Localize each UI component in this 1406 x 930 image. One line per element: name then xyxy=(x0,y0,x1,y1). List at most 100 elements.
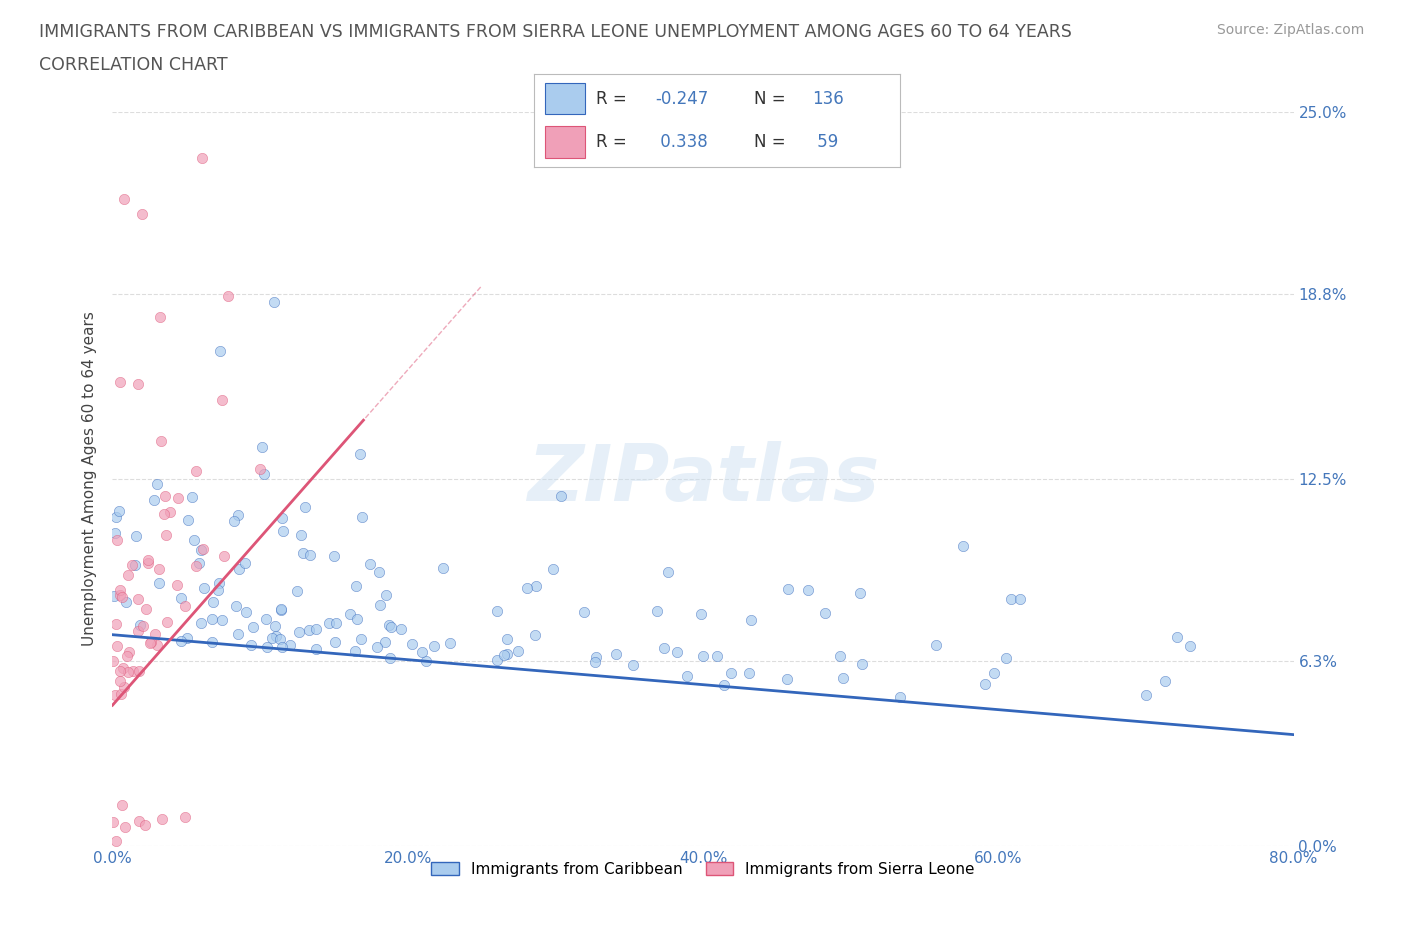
Point xyxy=(851,657,873,671)
Point xyxy=(191,151,214,166)
Point xyxy=(543,562,565,577)
Point xyxy=(423,639,446,654)
Point xyxy=(139,634,162,649)
Point xyxy=(830,648,852,663)
Point xyxy=(269,631,291,646)
Point xyxy=(665,644,688,659)
Point xyxy=(415,653,437,668)
Point xyxy=(305,642,328,657)
Text: IMMIGRANTS FROM CARIBBEAN VS IMMIGRANTS FROM SIERRA LEONE UNEMPLOYMENT AMONG AGE: IMMIGRANTS FROM CARIBBEAN VS IMMIGRANTS … xyxy=(39,23,1073,41)
Point xyxy=(187,555,209,570)
Point xyxy=(523,628,546,643)
Point xyxy=(367,565,389,580)
Point xyxy=(254,612,277,627)
Point xyxy=(264,619,287,634)
Point xyxy=(256,639,278,654)
Point xyxy=(115,649,138,664)
Point xyxy=(344,578,367,593)
Point xyxy=(125,528,148,543)
Point xyxy=(1010,591,1032,606)
Point xyxy=(184,463,207,478)
Point xyxy=(495,631,517,646)
Point xyxy=(264,629,287,644)
Point xyxy=(233,555,256,570)
Point xyxy=(174,809,197,824)
Point xyxy=(983,666,1005,681)
Point xyxy=(813,605,835,620)
Point xyxy=(110,673,132,688)
Point xyxy=(104,617,127,631)
Point xyxy=(150,811,173,826)
Point xyxy=(111,798,134,813)
Point xyxy=(128,664,150,679)
Y-axis label: Unemployment Among Ages 60 to 64 years: Unemployment Among Ages 60 to 64 years xyxy=(82,312,97,646)
Text: R =: R = xyxy=(596,133,633,152)
Text: N =: N = xyxy=(754,89,790,108)
Point xyxy=(105,639,128,654)
Point xyxy=(132,619,155,634)
Point xyxy=(127,377,149,392)
Point xyxy=(368,598,391,613)
Point xyxy=(136,555,159,570)
Point xyxy=(242,619,264,634)
Point xyxy=(202,595,225,610)
Point xyxy=(492,647,515,662)
Point xyxy=(240,638,263,653)
Point xyxy=(181,489,204,504)
Point xyxy=(200,612,222,627)
Point xyxy=(249,462,271,477)
Point xyxy=(228,562,250,577)
Point xyxy=(380,620,402,635)
Point xyxy=(211,612,233,627)
Point xyxy=(128,813,150,828)
Point xyxy=(149,309,172,324)
Point xyxy=(323,634,346,649)
Point xyxy=(290,528,312,543)
Point xyxy=(350,631,373,646)
Point xyxy=(778,582,800,597)
Point xyxy=(1000,592,1022,607)
Point xyxy=(177,512,200,527)
Point xyxy=(263,294,285,309)
Point xyxy=(114,594,136,609)
Point xyxy=(217,288,239,303)
Point xyxy=(201,634,224,649)
Point xyxy=(146,638,169,653)
Point xyxy=(148,562,170,577)
Point xyxy=(208,344,231,359)
Point xyxy=(104,510,127,525)
Point xyxy=(225,598,247,613)
Point xyxy=(103,589,125,604)
Point xyxy=(374,634,396,649)
Point xyxy=(190,543,212,558)
Point xyxy=(676,668,699,683)
Point xyxy=(1154,673,1177,688)
Point xyxy=(506,644,529,658)
Point xyxy=(401,636,423,651)
Point xyxy=(118,644,141,659)
Point xyxy=(344,644,367,658)
Point xyxy=(524,578,547,593)
Point xyxy=(621,658,644,672)
Text: ZIPatlas: ZIPatlas xyxy=(527,441,879,517)
Point xyxy=(153,489,176,504)
Text: 136: 136 xyxy=(813,89,844,108)
Point xyxy=(110,583,132,598)
Point xyxy=(104,833,127,848)
Text: -0.247: -0.247 xyxy=(655,89,709,108)
Point xyxy=(105,533,128,548)
Point xyxy=(222,513,245,528)
Point xyxy=(889,690,911,705)
Point xyxy=(346,612,368,627)
Point xyxy=(101,654,124,669)
Point xyxy=(1135,688,1157,703)
Point xyxy=(159,504,181,519)
Point xyxy=(101,815,124,830)
Point xyxy=(190,615,212,630)
Point xyxy=(278,638,301,653)
Point xyxy=(128,618,150,632)
Point xyxy=(776,671,799,686)
Point xyxy=(270,603,292,618)
Point xyxy=(138,635,160,650)
Point xyxy=(352,510,374,525)
